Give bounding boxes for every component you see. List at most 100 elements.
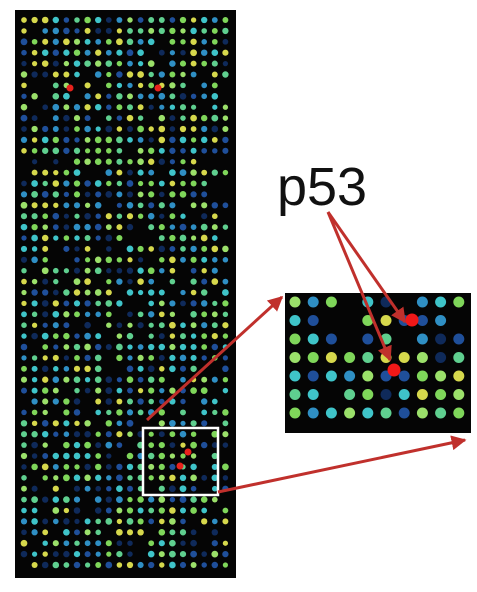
- spot: [74, 507, 81, 514]
- spot: [74, 191, 80, 197]
- spot: [453, 389, 464, 400]
- spot: [212, 39, 218, 45]
- spot: [180, 50, 185, 55]
- spot: [159, 268, 164, 273]
- spot: [74, 398, 81, 405]
- spot: [21, 355, 26, 360]
- spot: [96, 432, 101, 437]
- spot: [159, 50, 165, 56]
- spot: [169, 562, 176, 569]
- spot: [32, 39, 38, 45]
- spot: [159, 290, 165, 296]
- spot: [74, 388, 79, 393]
- spot: [148, 72, 153, 77]
- spot: [212, 301, 217, 306]
- spot: [95, 496, 102, 503]
- spot: [53, 290, 59, 296]
- spot: [53, 115, 59, 121]
- spot: [201, 115, 207, 121]
- spot: [52, 147, 59, 154]
- spot: [95, 301, 101, 307]
- spot: [53, 540, 59, 546]
- spot: [138, 17, 144, 23]
- spot: [201, 17, 207, 23]
- spot: [42, 464, 49, 471]
- spot: [42, 475, 47, 480]
- spot: [74, 180, 80, 186]
- spot: [148, 60, 155, 67]
- spot: [190, 366, 196, 372]
- spot: [74, 497, 80, 503]
- spot: [149, 105, 154, 110]
- spot: [95, 180, 102, 187]
- spot: [138, 93, 144, 99]
- spot: [170, 442, 176, 448]
- spot: [63, 104, 69, 110]
- spot: [42, 126, 48, 132]
- spot: [127, 311, 133, 317]
- spot: [222, 551, 228, 557]
- spot: [63, 377, 69, 383]
- spot: [42, 60, 49, 67]
- spot: [117, 322, 123, 328]
- spot: [31, 126, 37, 132]
- spot: [84, 224, 90, 230]
- spot: [308, 315, 319, 326]
- spot: [105, 126, 112, 133]
- spot: [417, 297, 428, 308]
- spot: [362, 352, 373, 363]
- spot: [212, 322, 218, 328]
- spot: [290, 371, 301, 382]
- spot: [127, 333, 133, 339]
- spot: [105, 235, 112, 242]
- spot: [32, 377, 37, 382]
- spot: [106, 257, 112, 263]
- spot: [148, 28, 154, 34]
- spot: [63, 137, 69, 143]
- spot: [201, 170, 207, 176]
- spot: [117, 181, 122, 186]
- spot: [169, 60, 175, 66]
- spot: [201, 137, 207, 143]
- spot: [52, 311, 59, 318]
- spot: [63, 474, 70, 481]
- spot: [21, 551, 27, 557]
- spot: [222, 289, 229, 296]
- spot: [344, 408, 355, 419]
- spot: [180, 39, 185, 44]
- spot: [202, 268, 207, 273]
- spot: [106, 496, 112, 502]
- spot: [85, 82, 91, 88]
- spot: [53, 28, 59, 34]
- spot: [95, 60, 101, 66]
- spot: [223, 224, 228, 229]
- spot: [127, 388, 133, 394]
- spot: [138, 137, 144, 143]
- spot: [169, 72, 175, 78]
- spot: [84, 126, 91, 133]
- spot: [42, 279, 48, 285]
- spot: [127, 453, 134, 460]
- spot: [127, 464, 133, 470]
- spot: [201, 28, 207, 34]
- spot: [212, 17, 218, 23]
- spot: [74, 344, 80, 350]
- spot: [63, 409, 69, 415]
- spot: [180, 496, 187, 503]
- spot: [117, 420, 123, 426]
- spot: [169, 169, 176, 176]
- spot: [53, 72, 59, 78]
- spot: [362, 389, 373, 400]
- spot: [362, 408, 373, 419]
- spot: [169, 235, 175, 241]
- spot: [201, 562, 206, 567]
- spot: [53, 191, 59, 197]
- spot: [190, 507, 197, 514]
- spot: [32, 279, 37, 284]
- spot: [42, 398, 48, 404]
- spot: [223, 562, 228, 567]
- spot: [53, 355, 59, 361]
- spot: [138, 344, 144, 350]
- spot: [127, 497, 132, 502]
- spot: [201, 235, 208, 242]
